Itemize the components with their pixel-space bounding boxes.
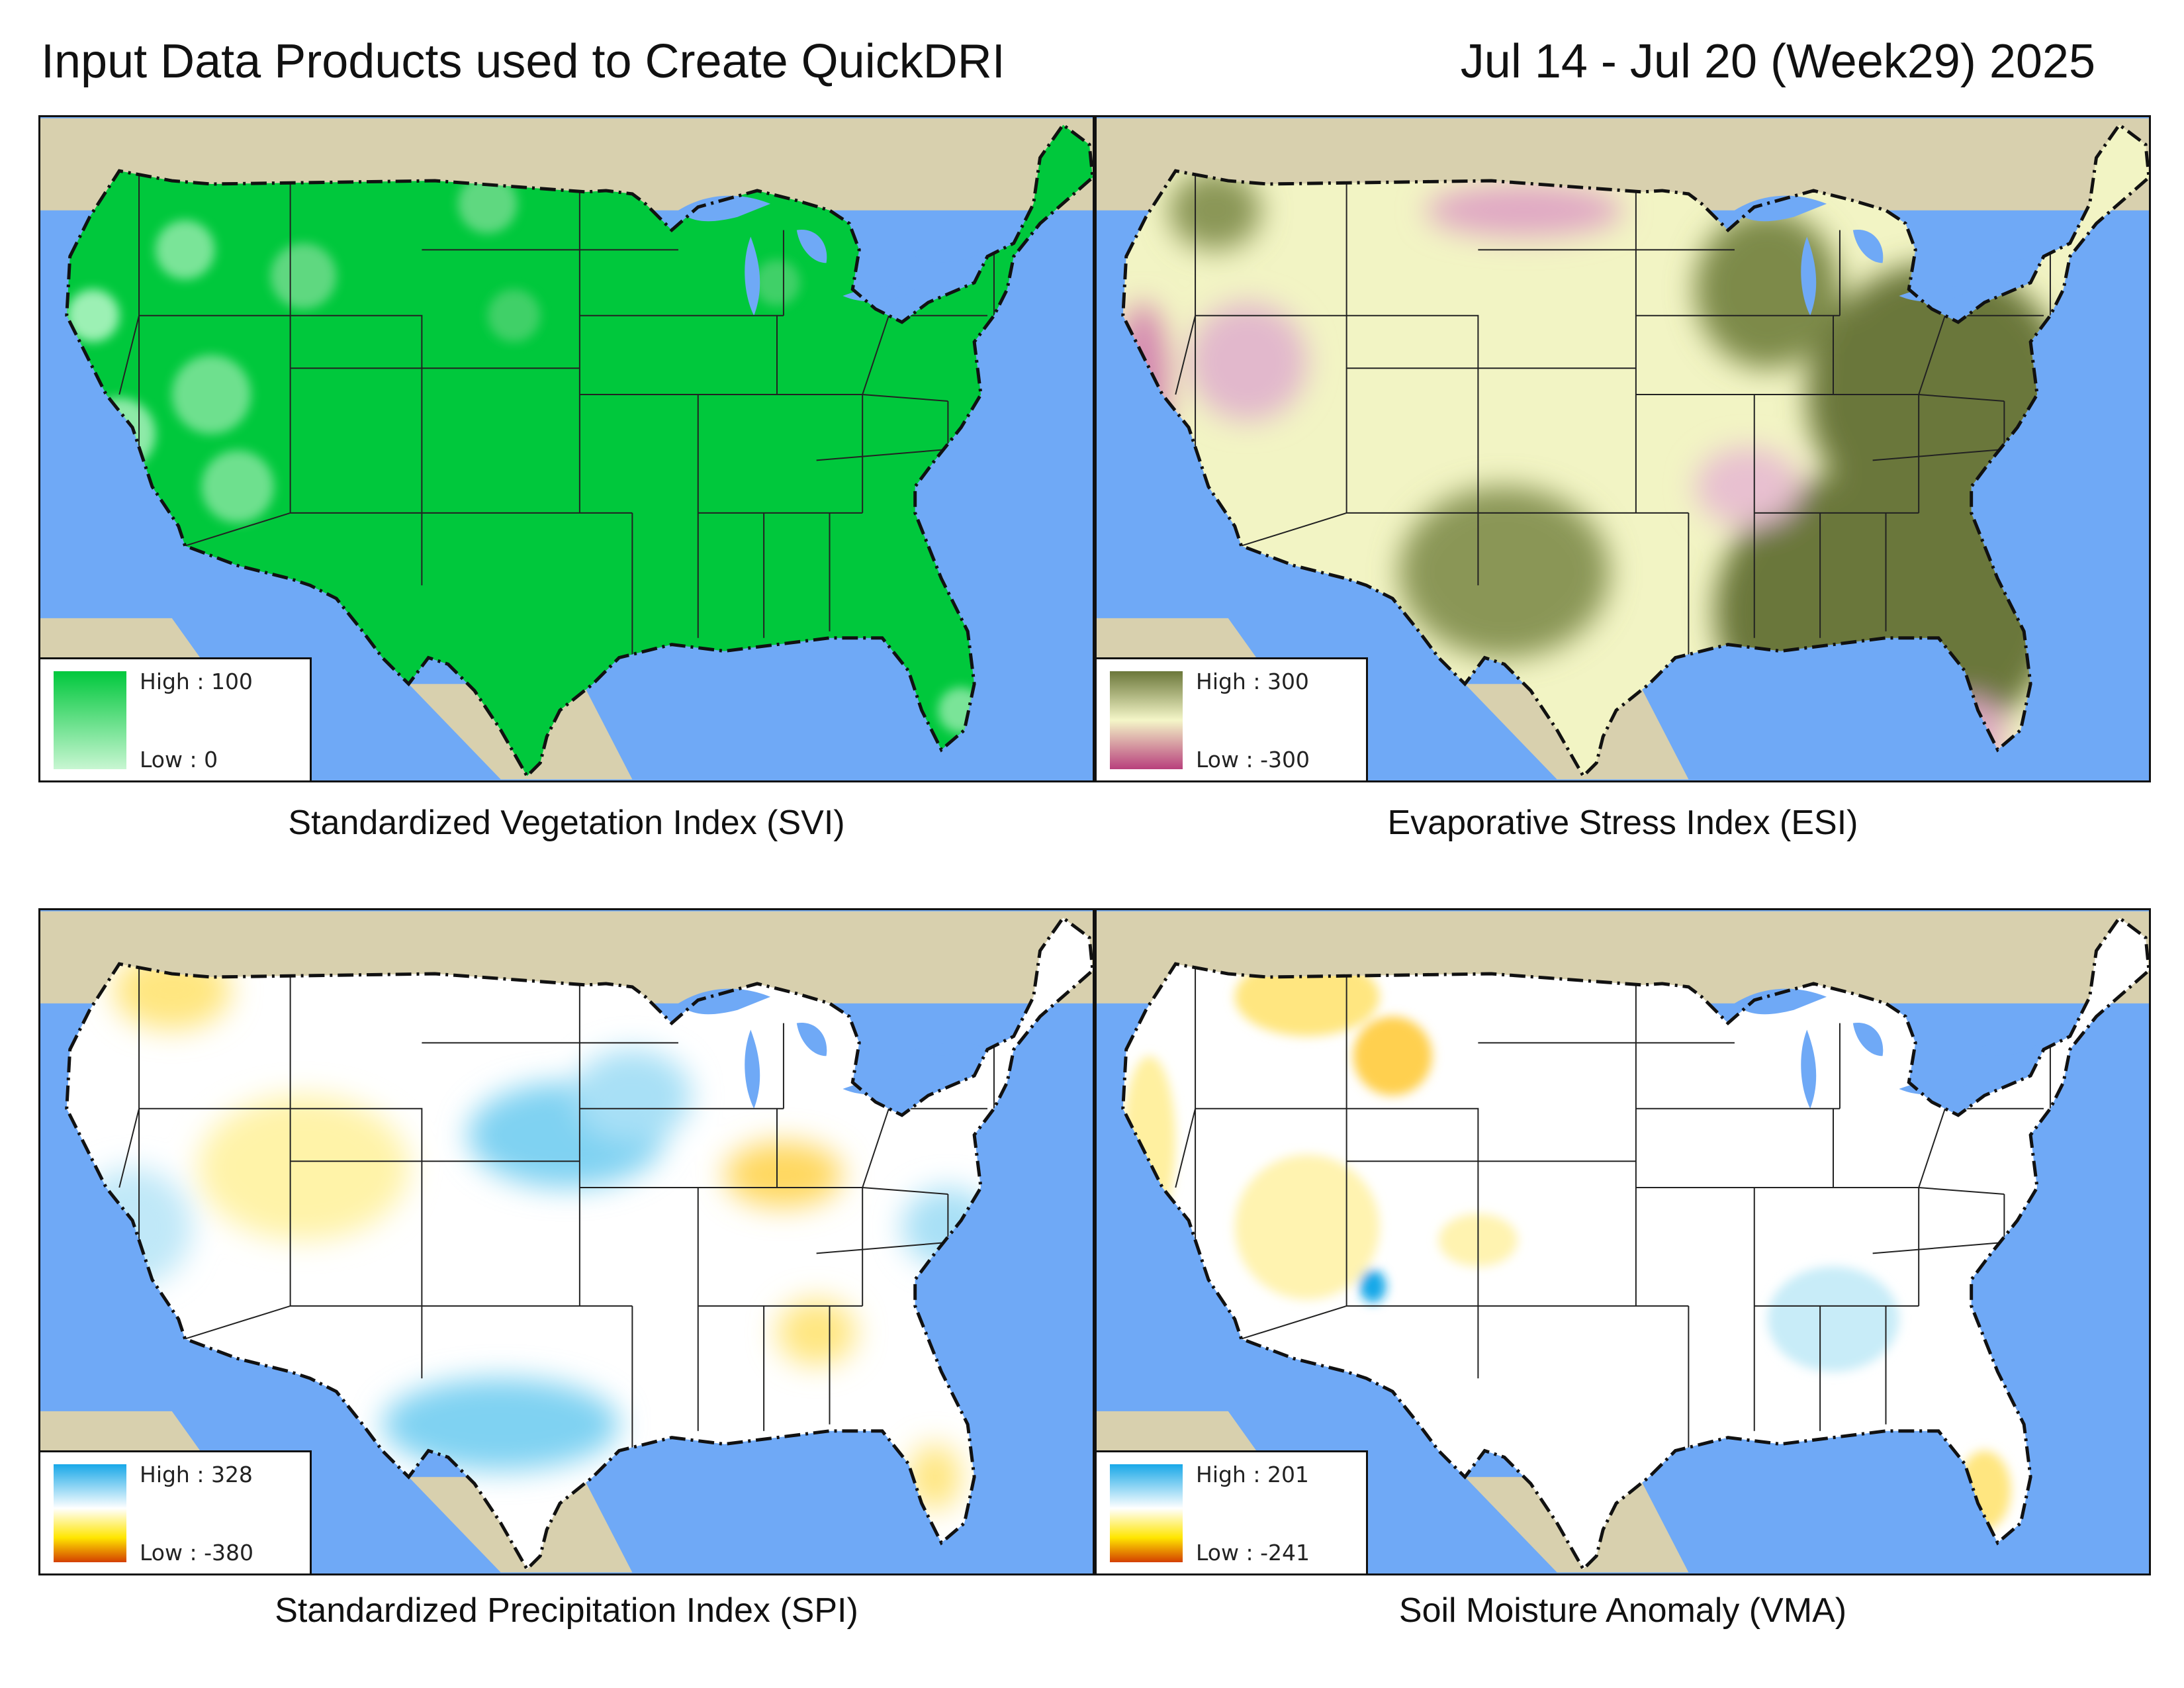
date-range: Jul 14 - Jul 20 (Week29) 2025 (1460, 35, 2095, 88)
esi-legend-ramp (1110, 671, 1183, 769)
svi-legend-high: High : 100 (140, 669, 253, 694)
page-title: Input Data Products used to Create Quick… (41, 35, 1005, 88)
esi-caption: Evaporative Stress Index (ESI) (1387, 804, 1858, 842)
svi-legend: High : 100 Low : 0 (40, 657, 312, 780)
spi-map-panel[interactable]: High : 328 Low : -380 (38, 908, 1095, 1575)
svi-legend-ramp (54, 671, 126, 769)
svi-pattern (66, 174, 985, 733)
spi-legend-ramp (54, 1464, 126, 1562)
esi-legend-high: High : 300 (1196, 669, 1309, 694)
spi-legend-high: High : 328 (140, 1462, 253, 1487)
svi-map-panel[interactable]: High : 100 Low : 0 (38, 115, 1095, 782)
vma-caption: Soil Moisture Anomaly (VMA) (1398, 1591, 1847, 1630)
svi-legend-low: Low : 0 (140, 747, 218, 773)
vma-legend-low: Low : -241 (1196, 1540, 1310, 1566)
vma-legend-ramp (1110, 1464, 1183, 1562)
vma-legend-high: High : 201 (1196, 1462, 1309, 1487)
esi-map-panel[interactable]: High : 300 Low : -300 (1095, 115, 2151, 782)
esi-legend: High : 300 Low : -300 (1097, 657, 1368, 780)
spi-caption: Standardized Precipitation Index (SPI) (275, 1591, 858, 1630)
vma-legend: High : 201 Low : -241 (1097, 1450, 1368, 1573)
esi-map (1097, 118, 2149, 780)
spi-legend-low: Low : -380 (140, 1540, 253, 1566)
svi-caption: Standardized Vegetation Index (SVI) (288, 804, 845, 842)
spi-legend: High : 328 Low : -380 (40, 1450, 312, 1573)
vma-map-panel[interactable]: High : 201 Low : -241 (1095, 908, 2151, 1575)
esi-legend-low: Low : -300 (1196, 747, 1310, 773)
